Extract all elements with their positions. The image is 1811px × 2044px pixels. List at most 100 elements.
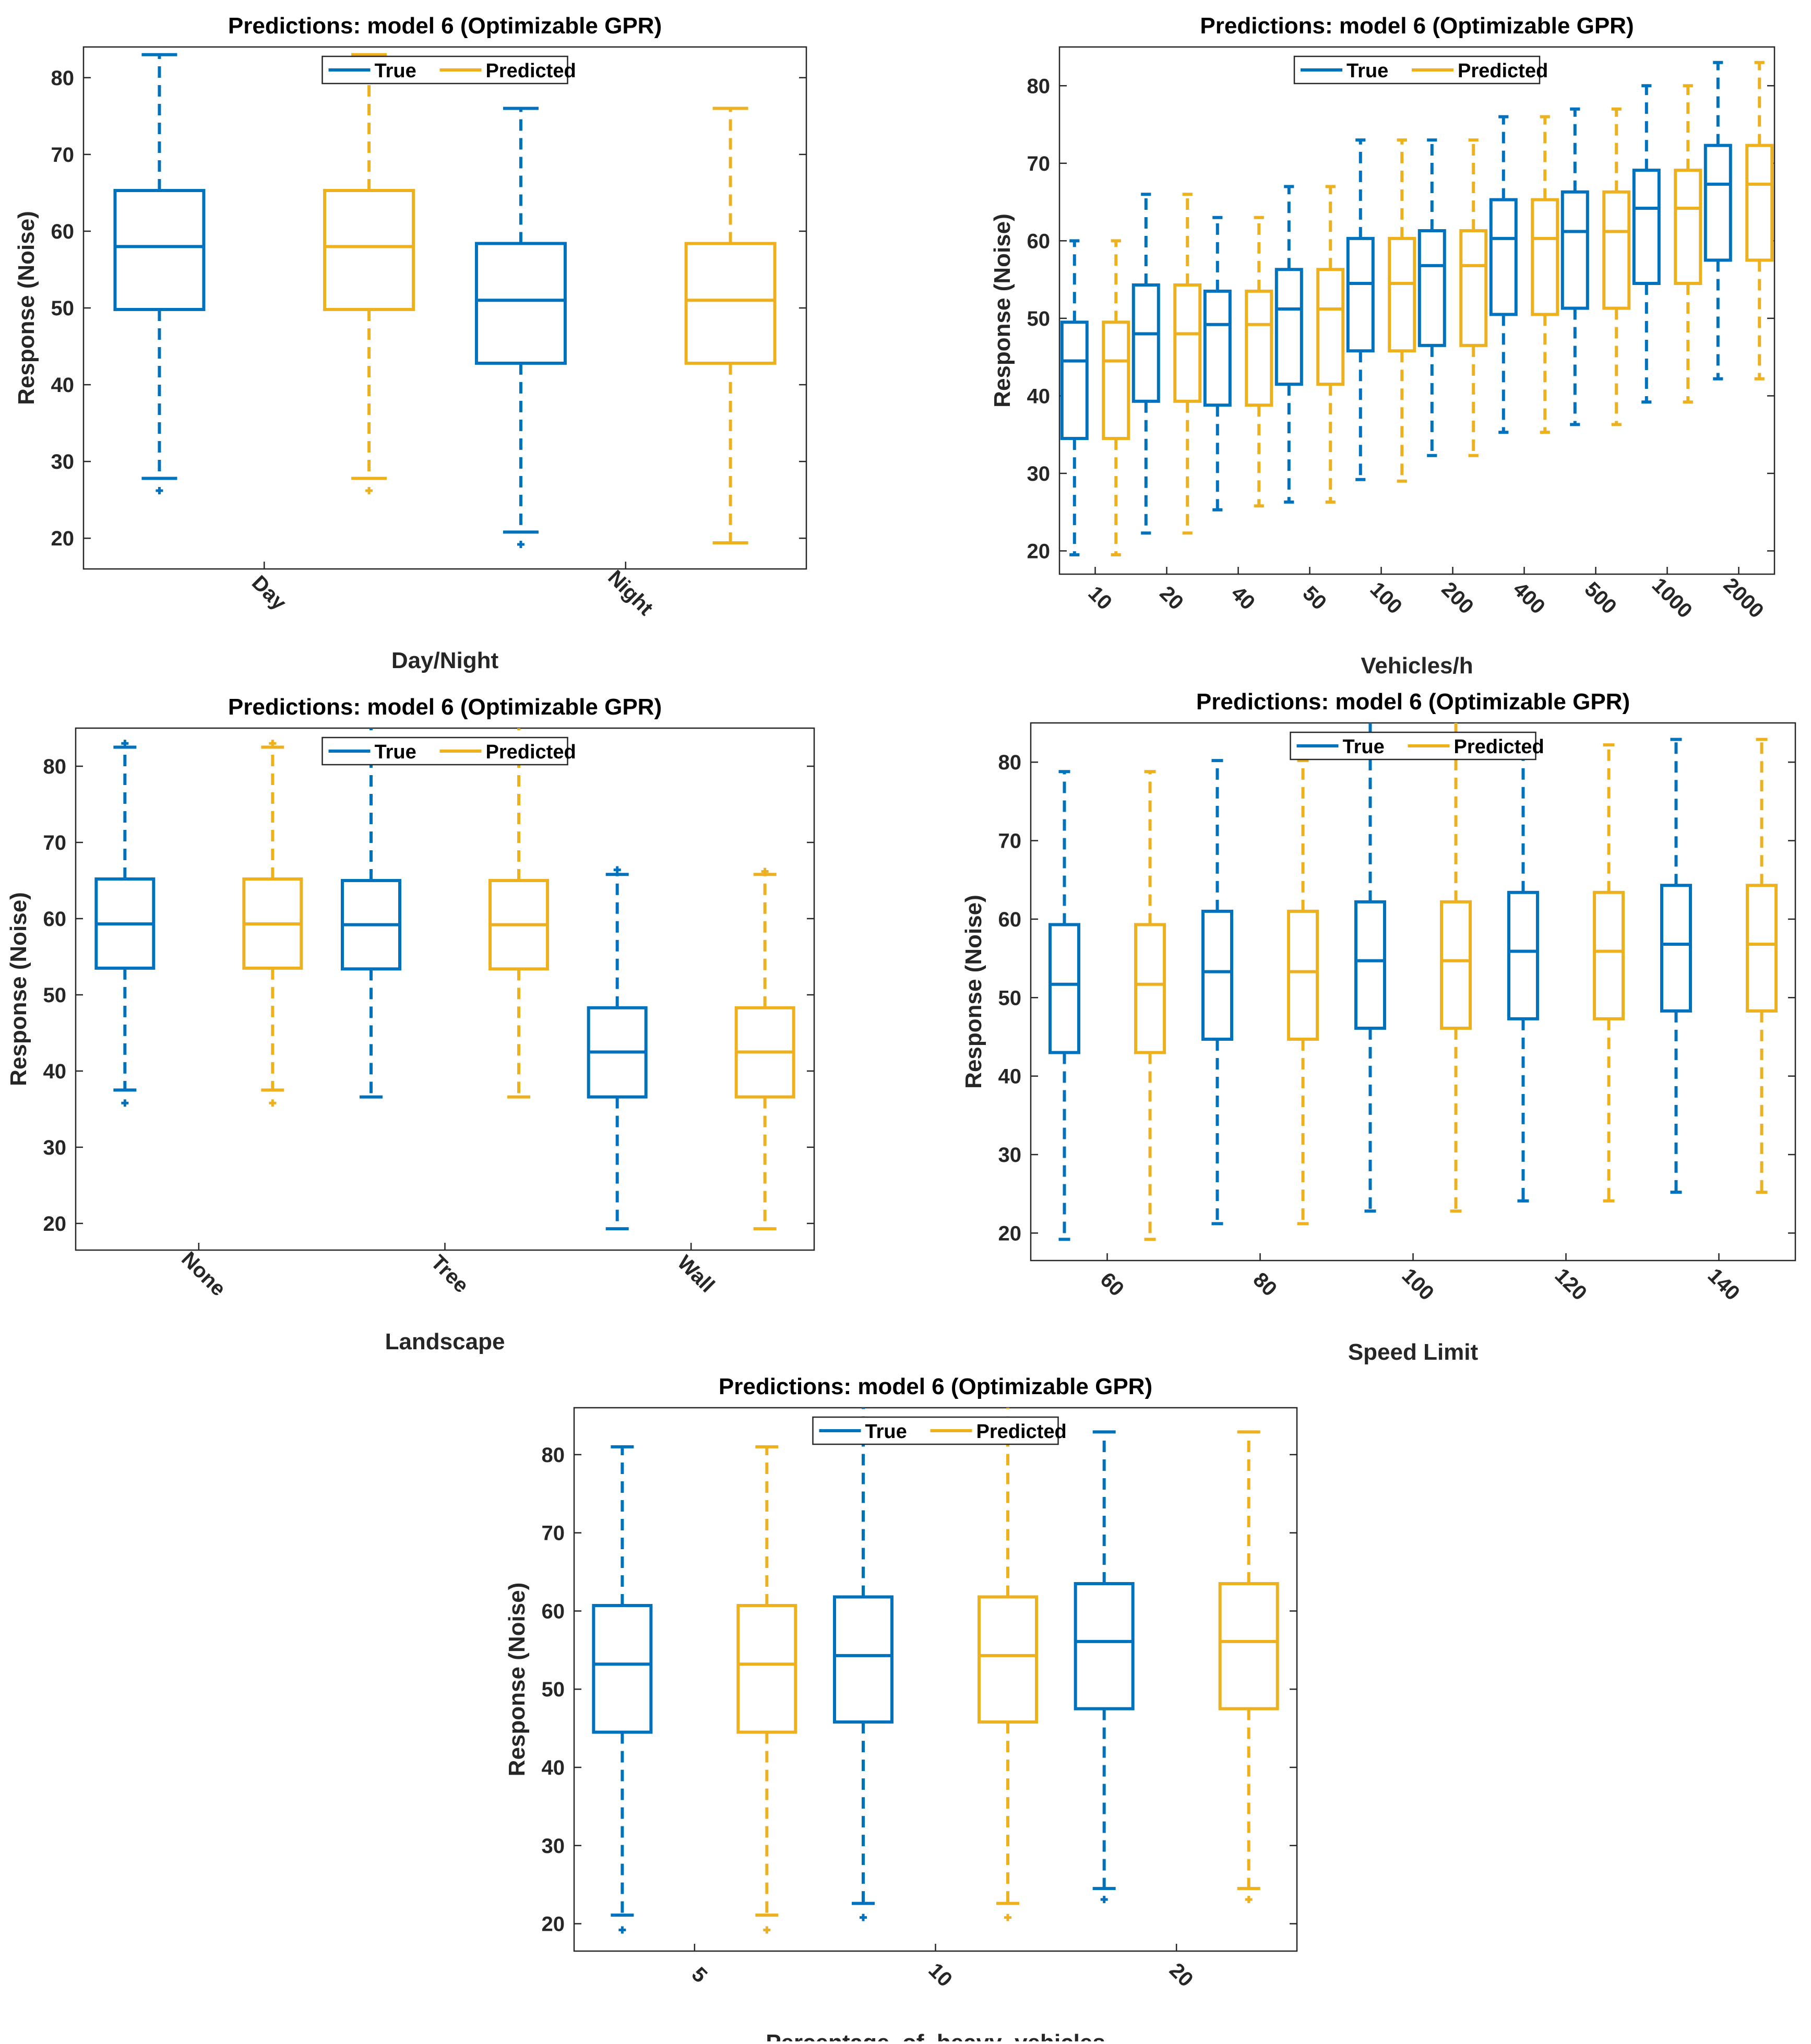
- box-predicted-40: [1245, 216, 1273, 508]
- box-predicted-20: [1218, 1430, 1279, 1904]
- outlier-marker: [618, 1926, 626, 1934]
- y-tick-label: 60: [1027, 230, 1051, 253]
- x-tick-label: 200: [1437, 578, 1478, 619]
- iqr-box: [1417, 229, 1446, 347]
- iqr-box: [1274, 268, 1303, 386]
- box-true-Day: [113, 53, 206, 494]
- box-true-500: [1560, 107, 1589, 426]
- y-axis-label: Response (Noise): [961, 895, 986, 1089]
- chart-title: Predictions: model 6 (Optimizable GPR): [228, 13, 662, 39]
- y-tick-label: 70: [542, 1522, 565, 1545]
- x-tick-label: 20: [1165, 1959, 1198, 1992]
- box-predicted-1000: [1674, 84, 1702, 404]
- x-tick-label: 100: [1366, 578, 1407, 619]
- legend-label-true: True: [375, 60, 416, 82]
- box-predicted-500: [1602, 107, 1631, 426]
- outlier-marker: [121, 740, 129, 747]
- box-predicted-2000: [1745, 61, 1774, 381]
- iqr-box: [1507, 890, 1539, 1020]
- chart-3: 20 30 40 50 60 70 80 None Tree Wall Predictions: m…: [6, 694, 815, 1354]
- legend-label-predicted: Predicted: [1454, 736, 1544, 758]
- iqr-box: [1489, 198, 1518, 316]
- y-tick-label: 40: [542, 1756, 565, 1779]
- box-predicted-Wall: [734, 867, 795, 1231]
- box-predicted-140: [1746, 738, 1778, 1194]
- iqr-box: [833, 1595, 893, 1724]
- box-true-400: [1489, 115, 1518, 434]
- chart-5: 20 30 40 50 60 70 80 5 10 20 Predictions: model 6 …: [504, 1374, 1298, 2044]
- x-tick-label: 40: [1226, 582, 1259, 615]
- iqr-box: [113, 189, 206, 311]
- iqr-box: [736, 1603, 797, 1734]
- legend: True Predicted: [1293, 55, 1548, 85]
- box-true-10: [833, 1408, 893, 1921]
- y-tick-label: 70: [1027, 152, 1051, 175]
- box-true-2000: [1703, 61, 1732, 381]
- outlier-marker: [761, 867, 769, 875]
- y-tick-label: 70: [998, 830, 1022, 853]
- iqr-box: [1173, 283, 1202, 403]
- y-tick-label: 20: [43, 1213, 67, 1235]
- box-predicted-5: [736, 1445, 797, 1934]
- iqr-box: [1674, 169, 1702, 286]
- iqr-box: [1602, 190, 1631, 310]
- y-tick-label: 20: [51, 527, 75, 550]
- iqr-box: [474, 242, 567, 365]
- iqr-box: [1703, 144, 1732, 262]
- outlier-marker: [517, 540, 525, 548]
- x-tick-label: 100: [1398, 1264, 1438, 1305]
- x-axis-label: Vehicles/h: [1361, 653, 1473, 679]
- chart-4: 20 30 40 50 60 70 80 60 80 100 120 140 Predictions: …: [961, 689, 1796, 1365]
- legend-label-true: True: [1347, 60, 1388, 82]
- y-tick-label: 40: [1027, 385, 1051, 408]
- x-tick-label: 10: [924, 1959, 957, 1992]
- x-axis-label: Landscape: [385, 1329, 505, 1354]
- box-predicted-80: [1287, 759, 1319, 1226]
- legend-label-true: True: [1343, 736, 1385, 758]
- outlier-marker: [269, 1099, 277, 1107]
- box-predicted-None: [242, 740, 303, 1107]
- legend: True Predicted: [321, 55, 576, 85]
- chart-title: Predictions: model 6 (Optimizable GPR): [719, 1374, 1152, 1399]
- box-true-40: [1203, 216, 1232, 512]
- outlier-marker: [1245, 1896, 1253, 1904]
- box-true-1000: [1632, 84, 1661, 404]
- legend: True Predicted: [1290, 731, 1544, 760]
- axes-frame: [573, 1407, 1298, 1952]
- legend-label-predicted: Predicted: [486, 60, 576, 82]
- y-tick-label: 20: [1027, 540, 1051, 563]
- iqr-box: [684, 242, 777, 365]
- box-predicted-60: [1134, 770, 1166, 1241]
- x-tick-label: 400: [1509, 578, 1550, 619]
- axes-frame: [1058, 46, 1776, 575]
- outlier-marker: [269, 740, 277, 747]
- box-true-Night: [474, 106, 567, 548]
- y-tick-label: 30: [51, 450, 75, 473]
- chart-2: 20 30 40 50 60 70 80 10 20 40 50 100 200 400 500 1000 20…: [990, 13, 1776, 679]
- iqr-box: [1245, 289, 1273, 407]
- box-true-80: [1201, 759, 1233, 1226]
- y-tick-label: 80: [43, 755, 67, 778]
- x-tick-label: Tree: [426, 1251, 473, 1297]
- y-tick-label: 50: [998, 987, 1022, 1009]
- x-tick-label: 80: [1248, 1268, 1281, 1301]
- iqr-box: [323, 189, 415, 311]
- box-true-Tree: [341, 728, 401, 1099]
- outlier-marker: [365, 487, 373, 494]
- box-predicted-Night: [684, 106, 777, 544]
- iqr-box: [1201, 909, 1233, 1041]
- x-tick-label: 20: [1155, 582, 1188, 615]
- iqr-box: [1593, 890, 1625, 1020]
- iqr-box: [1074, 1582, 1135, 1710]
- box-true-60: [1048, 770, 1080, 1241]
- y-tick-label: 30: [998, 1144, 1022, 1167]
- box-predicted-200: [1459, 138, 1488, 457]
- box-true-5: [592, 1445, 653, 1934]
- iqr-box: [1048, 923, 1080, 1054]
- y-tick-label: 70: [43, 831, 67, 854]
- iqr-box: [1203, 289, 1232, 407]
- outlier-marker: [1004, 1914, 1011, 1921]
- y-tick-label: 60: [998, 908, 1022, 931]
- box-predicted-400: [1531, 115, 1559, 434]
- y-tick-label: 60: [51, 220, 75, 243]
